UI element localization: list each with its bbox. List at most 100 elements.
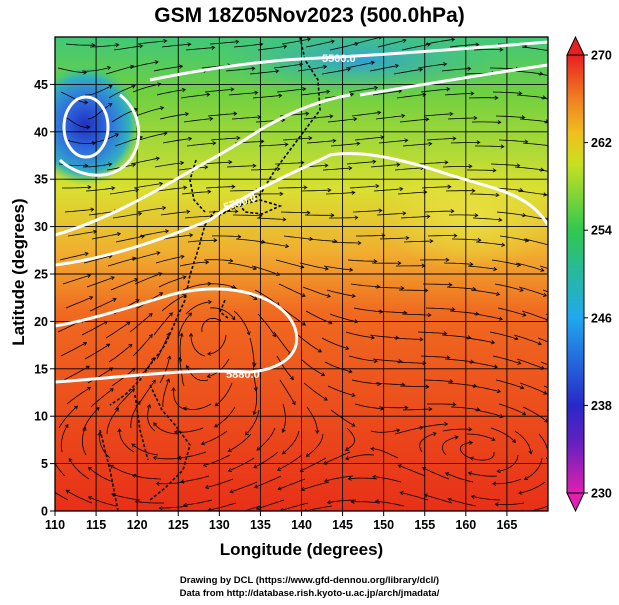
streamline-arrow	[516, 163, 521, 168]
streamline-arrow	[473, 115, 478, 121]
streamline-arrow	[148, 313, 153, 318]
streamline-arrow	[356, 141, 361, 146]
streamline-arrow	[212, 141, 217, 146]
streamline	[322, 167, 352, 171]
streamline	[131, 252, 160, 261]
streamline-arrow	[302, 87, 307, 92]
contour-label-5880: 5880.0	[226, 369, 260, 381]
streamline-arrow	[467, 471, 473, 476]
y-tick-label: 40	[34, 125, 48, 139]
streamline-arrow	[184, 112, 190, 117]
streamline-arrow	[374, 85, 379, 91]
streamline	[159, 505, 189, 509]
streamline-arrow	[330, 213, 335, 218]
streamline-arrow	[432, 432, 437, 437]
streamline	[233, 310, 250, 335]
streamline	[445, 472, 474, 483]
streamline	[348, 355, 378, 362]
streamline-arrow	[114, 133, 120, 138]
streamline	[186, 365, 209, 381]
streamline-arrow	[377, 110, 382, 115]
streamline	[345, 427, 356, 451]
streamline-arrow	[179, 64, 184, 69]
streamline	[498, 403, 526, 416]
streamline-arrow	[114, 407, 119, 412]
streamline-arrow	[374, 499, 379, 504]
streamline	[115, 235, 145, 243]
streamline	[423, 379, 453, 382]
streamline	[377, 310, 407, 314]
streamline-arrow	[493, 266, 498, 272]
streamline	[353, 307, 383, 313]
streamline	[256, 217, 286, 220]
streamline	[153, 422, 180, 435]
streamline	[161, 43, 191, 48]
streamline-arrow	[64, 423, 69, 428]
streamline-arrow	[348, 166, 353, 171]
streamline-arrow	[446, 87, 451, 92]
streamline	[253, 385, 258, 415]
streamline-arrow	[116, 232, 122, 237]
streamline-arrow	[324, 266, 329, 271]
streamline-arrow	[548, 144, 551, 148]
streamline	[537, 337, 548, 343]
streamline-arrow	[323, 478, 329, 483]
streamline	[373, 188, 403, 192]
streamline	[452, 238, 481, 241]
streamline	[84, 343, 110, 360]
streamline	[89, 298, 117, 312]
streamline-arrow	[422, 361, 427, 366]
streamline	[156, 89, 186, 96]
streamline-arrow	[452, 136, 457, 141]
streamline	[161, 294, 186, 312]
streamline-arrow	[449, 111, 454, 117]
streamline-arrow	[329, 114, 334, 119]
streamline-arrow	[108, 162, 113, 167]
streamline-arrow	[128, 343, 133, 348]
streamline	[160, 211, 190, 216]
streamline	[369, 334, 399, 339]
colorbar-tick-label: 238	[591, 399, 612, 413]
streamline-arrow	[281, 450, 286, 455]
streamline-arrow	[163, 131, 168, 136]
streamline-arrow	[475, 311, 480, 316]
streamline-arrow	[402, 211, 407, 216]
streamline	[155, 255, 185, 264]
streamline-arrow	[326, 500, 331, 505]
y-tick-label: 45	[34, 78, 48, 92]
streamline	[64, 208, 94, 213]
streamline-arrow	[303, 185, 308, 190]
streamline	[514, 430, 532, 454]
streamline-arrow	[305, 452, 310, 457]
y-tick-label: 35	[34, 173, 48, 187]
streamline-arrow	[209, 116, 214, 122]
streamline-arrow	[106, 65, 112, 71]
streamline	[421, 186, 451, 189]
streamline-arrow	[468, 427, 473, 432]
streamline-arrow	[354, 319, 359, 324]
streamline-arrow	[449, 379, 454, 384]
streamline-arrow	[155, 156, 160, 161]
streamline	[273, 331, 292, 356]
streamline	[354, 136, 384, 141]
streamline	[181, 191, 211, 195]
streamline	[258, 143, 288, 147]
streamline	[83, 255, 112, 264]
streamline-arrow	[86, 273, 92, 278]
streamline-arrow	[231, 316, 236, 321]
streamline-arrow	[163, 38, 168, 44]
streamline-arrow	[232, 512, 235, 516]
streamline-arrow	[306, 210, 311, 215]
streamline	[208, 502, 237, 511]
streamline-arrow	[470, 494, 475, 499]
streamline	[299, 262, 329, 270]
streamline-arrow	[422, 92, 427, 97]
streamline	[229, 481, 258, 493]
streamline-arrow	[491, 437, 496, 441]
streamline-arrow	[492, 168, 497, 173]
streamline	[356, 234, 385, 237]
streamline-arrow	[514, 336, 519, 341]
streamline	[283, 235, 313, 240]
streamline-arrow	[165, 378, 170, 383]
streamline	[522, 406, 548, 423]
